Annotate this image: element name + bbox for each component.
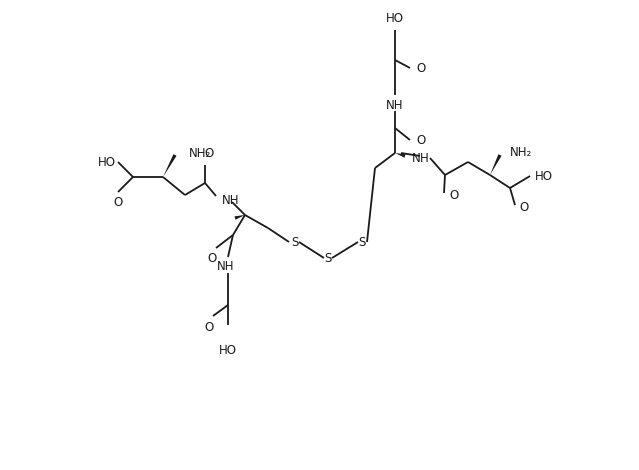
Text: O: O [208, 252, 217, 265]
Text: O: O [416, 133, 425, 147]
Text: NH: NH [222, 194, 240, 206]
Text: O: O [416, 62, 425, 75]
Text: NH₂: NH₂ [189, 147, 212, 159]
Text: HO: HO [386, 12, 404, 25]
Text: O: O [204, 147, 213, 160]
Text: S: S [325, 251, 332, 265]
Text: O: O [113, 196, 123, 209]
Text: NH₂: NH₂ [510, 146, 532, 158]
Text: O: O [449, 188, 458, 202]
Text: HO: HO [98, 156, 116, 169]
Polygon shape [163, 154, 176, 177]
Text: N: N [412, 151, 420, 164]
Text: NH: NH [386, 99, 404, 111]
Text: O: O [519, 201, 528, 213]
Text: S: S [358, 235, 366, 249]
Polygon shape [490, 154, 502, 175]
Text: HO: HO [219, 344, 237, 357]
Polygon shape [235, 215, 245, 219]
Text: S: S [291, 235, 298, 249]
Text: NH: NH [217, 260, 235, 274]
Text: H: H [420, 151, 429, 164]
Text: HO: HO [535, 170, 553, 182]
Text: O: O [204, 321, 213, 334]
Polygon shape [395, 153, 406, 157]
